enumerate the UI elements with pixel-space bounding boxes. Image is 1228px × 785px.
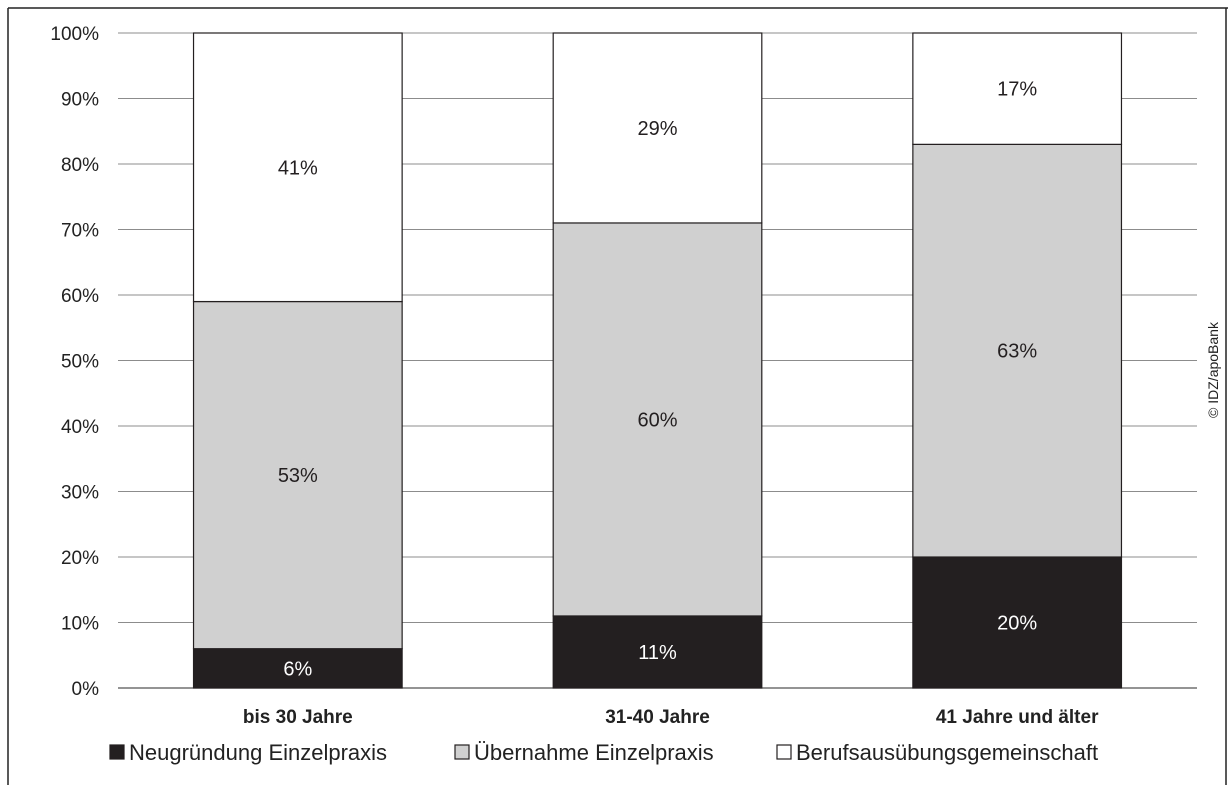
x-category-label: bis 30 Jahre — [243, 707, 353, 728]
legend-swatch — [454, 744, 470, 760]
data-label: 17% — [997, 79, 1037, 101]
y-tick-label: 70% — [61, 221, 99, 242]
bar-segment — [552, 222, 763, 617]
y-tick-label: 20% — [61, 548, 99, 569]
y-tick-label: 60% — [61, 286, 99, 307]
y-axis-ticks: 0% 10% 20% 30% 40% 50% 60% 70% 80% 90% 100% — [50, 24, 99, 700]
y-tick-label: 90% — [61, 90, 99, 111]
data-labels: 6% 53% 41% 11% 60% 29% 20% 63% 17% — [278, 79, 1038, 681]
bars — [192, 32, 1123, 689]
data-label: 63% — [997, 341, 1037, 363]
bar-segment — [552, 32, 763, 224]
x-category-label: 41 Jahre und älter — [936, 707, 1099, 728]
data-label: 53% — [278, 465, 318, 487]
y-tick-label: 0% — [72, 679, 100, 700]
bar-segment — [912, 143, 1123, 558]
data-label: 60% — [637, 409, 677, 431]
bar-segment — [192, 648, 403, 689]
bar-segment — [192, 32, 403, 303]
data-label: 29% — [637, 118, 677, 140]
legend-swatch — [776, 744, 792, 760]
bar-segment — [912, 32, 1123, 145]
data-label: 6% — [283, 658, 312, 680]
y-tick-label: 30% — [61, 483, 99, 504]
data-label: 20% — [997, 613, 1037, 635]
legend: Neugründung Einzelpraxis Übernahme Einzel… — [109, 740, 1098, 765]
legend-label: Berufsausübungsgemeinschaft — [796, 740, 1098, 765]
x-category-label: 31-40 Jahre — [605, 707, 710, 728]
legend-label: Übernahme Einzelpraxis — [474, 740, 714, 765]
x-axis-categories: bis 30 Jahre 31-40 Jahre 41 Jahre und älte… — [243, 707, 1099, 728]
credit-text: © IDZ/apoBank — [1205, 321, 1221, 418]
data-label: 11% — [638, 642, 677, 664]
y-tick-label: 10% — [61, 614, 99, 635]
y-tick-label: 40% — [61, 417, 99, 438]
bar-segment — [552, 615, 763, 689]
y-tick-label: 50% — [61, 352, 99, 373]
y-tick-label: 100% — [50, 24, 99, 45]
y-tick-label: 80% — [61, 155, 99, 176]
legend-swatch — [109, 744, 125, 760]
legend-label: Neugründung Einzelpraxis — [129, 740, 387, 765]
data-label: 41% — [278, 157, 318, 179]
bar-segment — [192, 300, 403, 650]
